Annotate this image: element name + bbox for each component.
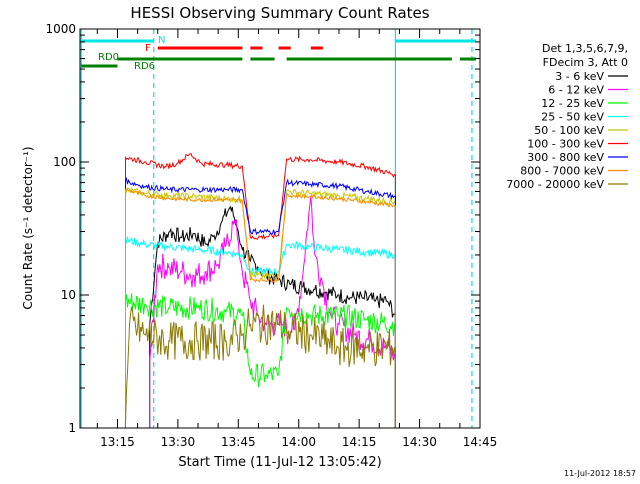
legend-label-8: 7000 - 20000 keV xyxy=(506,178,604,191)
series-line-6 xyxy=(125,176,396,428)
legend-label-4: 50 - 100 keV xyxy=(534,124,604,137)
y-tick-label: 10 xyxy=(61,288,76,302)
series-line-3 xyxy=(125,236,396,428)
flag-label-f: F xyxy=(145,43,151,54)
x-tick-label: 14:45 xyxy=(463,435,498,449)
flag-label-rd0: RD0 xyxy=(98,52,119,63)
legend-header-line1: Det 1,3,5,6,7,9, xyxy=(542,42,628,55)
x-tick-label: 13:30 xyxy=(161,435,196,449)
y-tick-label: 1 xyxy=(68,421,76,435)
series-line-4 xyxy=(125,187,396,428)
plot-frame xyxy=(79,28,481,429)
x-tick-label: 13:15 xyxy=(100,435,135,449)
legend-header-line2: FDecim 3, Att 0 xyxy=(543,56,628,69)
flag-label-rd6: RD6 xyxy=(134,61,155,72)
x-tick-label: 14:30 xyxy=(402,435,437,449)
x-tick-label: 14:15 xyxy=(342,435,377,449)
legend-label-5: 100 - 300 keV xyxy=(527,138,604,151)
series-line-8 xyxy=(125,304,396,428)
legend-label-6: 300 - 800 keV xyxy=(527,151,604,164)
y-axis-label: Count Rate (s⁻¹ detector⁻¹) xyxy=(21,146,35,309)
legend-label-0: 3 - 6 keV xyxy=(555,70,604,83)
series-line-2 xyxy=(125,293,396,428)
series-line-5 xyxy=(125,152,396,428)
x-tick-label: 13:45 xyxy=(221,435,256,449)
flag-label-n: N xyxy=(158,35,165,46)
series-line-7 xyxy=(125,188,396,428)
legend-label-2: 12 - 25 keV xyxy=(541,97,604,110)
y-tick-label: 1000 xyxy=(45,22,76,36)
series-line-0 xyxy=(149,205,396,428)
y-tick-label: 100 xyxy=(53,155,76,169)
footer-timestamp: 11-Jul-2012 18:57 xyxy=(564,469,636,478)
x-tick-label: 14:00 xyxy=(281,435,316,449)
plot-layer: NF RD0 RD6 1 10 100 1000 13:15 13:30 13:45 14:00 14… xyxy=(45,22,628,449)
legend-label-7: 800 - 7000 keV xyxy=(520,165,604,178)
chart-title: HESSI Observing Summary Count Rates xyxy=(130,4,429,22)
legend-label-1: 6 - 12 keV xyxy=(548,84,604,97)
legend-label-3: 25 - 50 keV xyxy=(541,111,604,124)
x-axis-label: Start Time (11-Jul-12 13:05:42) xyxy=(178,455,381,470)
series-line-1 xyxy=(149,196,396,428)
